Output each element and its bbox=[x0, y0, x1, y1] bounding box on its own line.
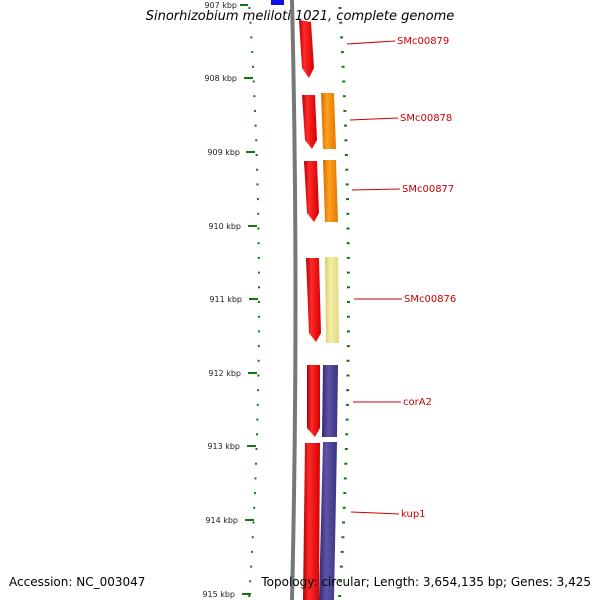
gene-label[interactable]: corA2 bbox=[403, 397, 432, 408]
ruler-tick-label: 908 kbp bbox=[204, 74, 237, 83]
gene-arrow-SMc00879[interactable] bbox=[299, 20, 314, 78]
map-title: Sinorhizobium meliloti 1021, complete ge… bbox=[145, 9, 455, 24]
gene-arrow-corA2[interactable] bbox=[307, 365, 320, 437]
ruler-tick-label: 915 kbp bbox=[202, 590, 235, 599]
ruler-tick-label: 912 kbp bbox=[208, 369, 241, 378]
gene-arrow-kup1[interactable] bbox=[303, 443, 320, 600]
outer-dotted-track bbox=[338, 7, 350, 597]
genome-backbone bbox=[290, 0, 298, 600]
leader-line bbox=[350, 511, 400, 515]
gene-arrow-SMc00878[interactable] bbox=[302, 95, 317, 149]
length-text: Length: 3,654,135 bp bbox=[366, 575, 503, 589]
label-leaders bbox=[346, 40, 402, 515]
cds-track bbox=[299, 20, 321, 600]
gene-label[interactable]: SMc00876 bbox=[404, 294, 456, 305]
cog-track bbox=[319, 93, 339, 600]
cog-block-SMc00876[interactable] bbox=[325, 257, 339, 343]
accession-text: Accession: NC_003047 bbox=[9, 575, 146, 589]
blue-feature bbox=[271, 0, 284, 5]
cog-block-SMc00877[interactable] bbox=[323, 160, 338, 222]
leader-line bbox=[346, 40, 396, 45]
cog-block-kup1[interactable] bbox=[319, 442, 337, 600]
genes-count-text: Genes: 3,425 bbox=[503, 575, 591, 589]
ruler-tick-label: 907 kbp bbox=[204, 1, 237, 10]
leader-line bbox=[351, 188, 401, 191]
ruler-dotted-track bbox=[248, 7, 260, 597]
ruler-tick-label: 914 kbp bbox=[205, 516, 238, 525]
ruler-tick-label: 909 kbp bbox=[207, 148, 240, 157]
ruler-tick-label: 911 kbp bbox=[209, 295, 242, 304]
gene-labels: SMc00879 SMc00878 SMc00877 SMc00876 corA… bbox=[397, 36, 456, 520]
gene-arrow-SMc00877[interactable] bbox=[304, 161, 319, 222]
topology-text: Topology: circular bbox=[261, 575, 366, 589]
genome-stats: Topology: circularLength: 3,654,135 bpGe… bbox=[261, 575, 591, 589]
ruler-tick-label: 913 kbp bbox=[207, 442, 240, 451]
gene-label[interactable]: SMc00879 bbox=[397, 36, 449, 47]
gene-label[interactable]: SMc00878 bbox=[400, 113, 452, 124]
ruler: 907 kbp 908 kbp 909 kbp 910 kbp 911 kbp … bbox=[202, 1, 258, 599]
cog-block-SMc00878[interactable] bbox=[321, 93, 336, 149]
gene-label[interactable]: SMc00877 bbox=[402, 184, 454, 195]
gene-arrow-SMc00876[interactable] bbox=[306, 258, 321, 342]
cog-block-corA2[interactable] bbox=[322, 365, 338, 437]
leader-line bbox=[349, 117, 399, 121]
gene-label[interactable]: kup1 bbox=[401, 509, 426, 520]
ruler-tick-label: 910 kbp bbox=[208, 222, 241, 231]
